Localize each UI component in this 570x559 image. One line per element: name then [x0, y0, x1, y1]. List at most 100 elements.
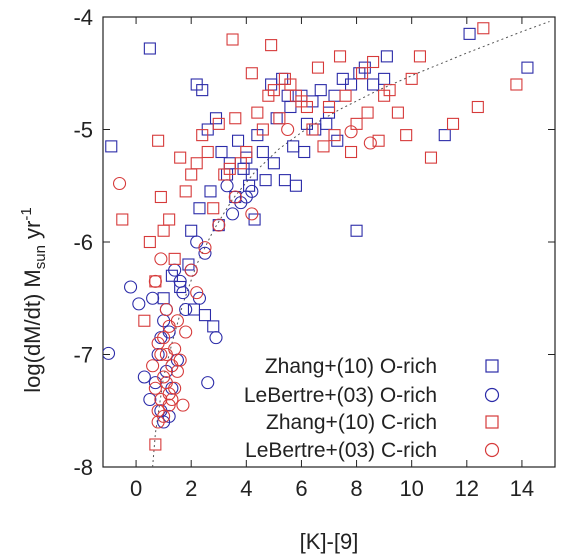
- data-point: [367, 78, 380, 91]
- x-tick-label: 12: [455, 476, 479, 501]
- data-point: [168, 252, 181, 265]
- data-point: [179, 185, 192, 198]
- data-point: [184, 263, 198, 277]
- data-point: [162, 319, 176, 333]
- data-point: [226, 33, 239, 46]
- data-point: [116, 213, 129, 226]
- series-3: [116, 22, 523, 451]
- data-point: [143, 235, 156, 249]
- data-point: [190, 157, 203, 170]
- data-point: [251, 106, 264, 119]
- data-point: [174, 151, 187, 164]
- data-point: [328, 89, 341, 102]
- data-point: [103, 346, 116, 360]
- data-point: [413, 50, 427, 63]
- data-point: [231, 134, 245, 147]
- data-point: [157, 224, 170, 237]
- series-1: [105, 27, 534, 333]
- data-point: [378, 72, 391, 85]
- data-point: [157, 331, 171, 345]
- data-points: [103, 22, 534, 451]
- data-point: [383, 84, 396, 97]
- data-point: [143, 392, 157, 407]
- data-point: [273, 112, 286, 125]
- data-point: [146, 291, 160, 305]
- y-axis-title-subscript: sun: [32, 245, 49, 269]
- data-point: [198, 241, 212, 255]
- data-point: [112, 176, 127, 191]
- data-point: [300, 100, 314, 114]
- data-point: [311, 61, 325, 74]
- y-tick-label: -7: [73, 343, 93, 368]
- data-point: [256, 145, 269, 159]
- data-point: [361, 106, 374, 119]
- data-point: [212, 218, 226, 232]
- data-point: [363, 136, 377, 150]
- data-point: [320, 117, 333, 130]
- x-axis-title: [K]-[9]: [300, 529, 359, 554]
- data-point: [391, 106, 404, 119]
- data-point: [317, 140, 330, 153]
- data-point: [201, 145, 214, 159]
- data-point: [477, 22, 490, 35]
- data-point: [196, 129, 209, 142]
- data-point: [215, 145, 228, 159]
- x-tick-label: 2: [185, 476, 197, 501]
- data-point: [151, 415, 165, 429]
- data-point: [162, 409, 176, 423]
- data-point: [287, 140, 300, 153]
- data-point: [240, 145, 253, 159]
- data-point: [298, 145, 311, 159]
- data-point: [154, 190, 167, 204]
- data-point: [149, 438, 162, 451]
- legend-marker: [485, 415, 499, 429]
- data-point: [137, 370, 151, 384]
- data-point: [146, 359, 160, 373]
- data-point: [143, 42, 156, 55]
- data-point: [322, 100, 336, 114]
- y-axis-ticks: -4 -5 -6 -7 -8: [73, 5, 555, 480]
- legend-label: Zhang+(10) O-rich: [265, 355, 437, 378]
- data-point: [154, 252, 168, 266]
- legend-marker: [484, 387, 500, 403]
- data-point: [438, 129, 451, 142]
- legend: Zhang+(10) O-rich LeBertre+(03) O-rich Zha…: [244, 355, 500, 462]
- data-point: [105, 140, 118, 153]
- data-point: [333, 50, 347, 63]
- data-point: [173, 353, 187, 367]
- y-tick-label: -6: [73, 230, 93, 255]
- data-point: [190, 235, 204, 249]
- data-point: [367, 55, 380, 69]
- data-point: [314, 84, 327, 97]
- data-point: [328, 129, 341, 142]
- data-point: [245, 67, 258, 80]
- data-point: [278, 174, 291, 187]
- data-point: [510, 78, 523, 91]
- data-point: [372, 134, 385, 147]
- data-point: [356, 67, 369, 80]
- data-point: [148, 381, 162, 395]
- data-point: [198, 309, 212, 322]
- data-point: [424, 151, 438, 164]
- y-tick-label: -4: [73, 5, 93, 30]
- data-point: [281, 122, 295, 137]
- y-axis-title-main: log(dM/dt) M: [20, 269, 45, 392]
- data-point: [463, 27, 476, 40]
- data-point: [471, 100, 484, 114]
- data-point: [124, 280, 138, 294]
- data-point: [228, 190, 242, 204]
- series-4: [112, 122, 377, 429]
- x-tick-label: 10: [399, 476, 423, 501]
- data-point: [350, 224, 363, 237]
- fit-curve: [152, 21, 550, 468]
- data-point: [176, 398, 190, 412]
- data-point: [201, 376, 215, 390]
- x-tick-label: 6: [295, 476, 307, 501]
- data-point: [400, 129, 413, 142]
- data-point: [190, 286, 204, 300]
- data-point: [132, 297, 146, 311]
- data-point: [256, 123, 269, 136]
- data-point: [209, 331, 223, 345]
- x-axis-ticks: 0 2 4 6 8 10 12 14: [130, 17, 534, 501]
